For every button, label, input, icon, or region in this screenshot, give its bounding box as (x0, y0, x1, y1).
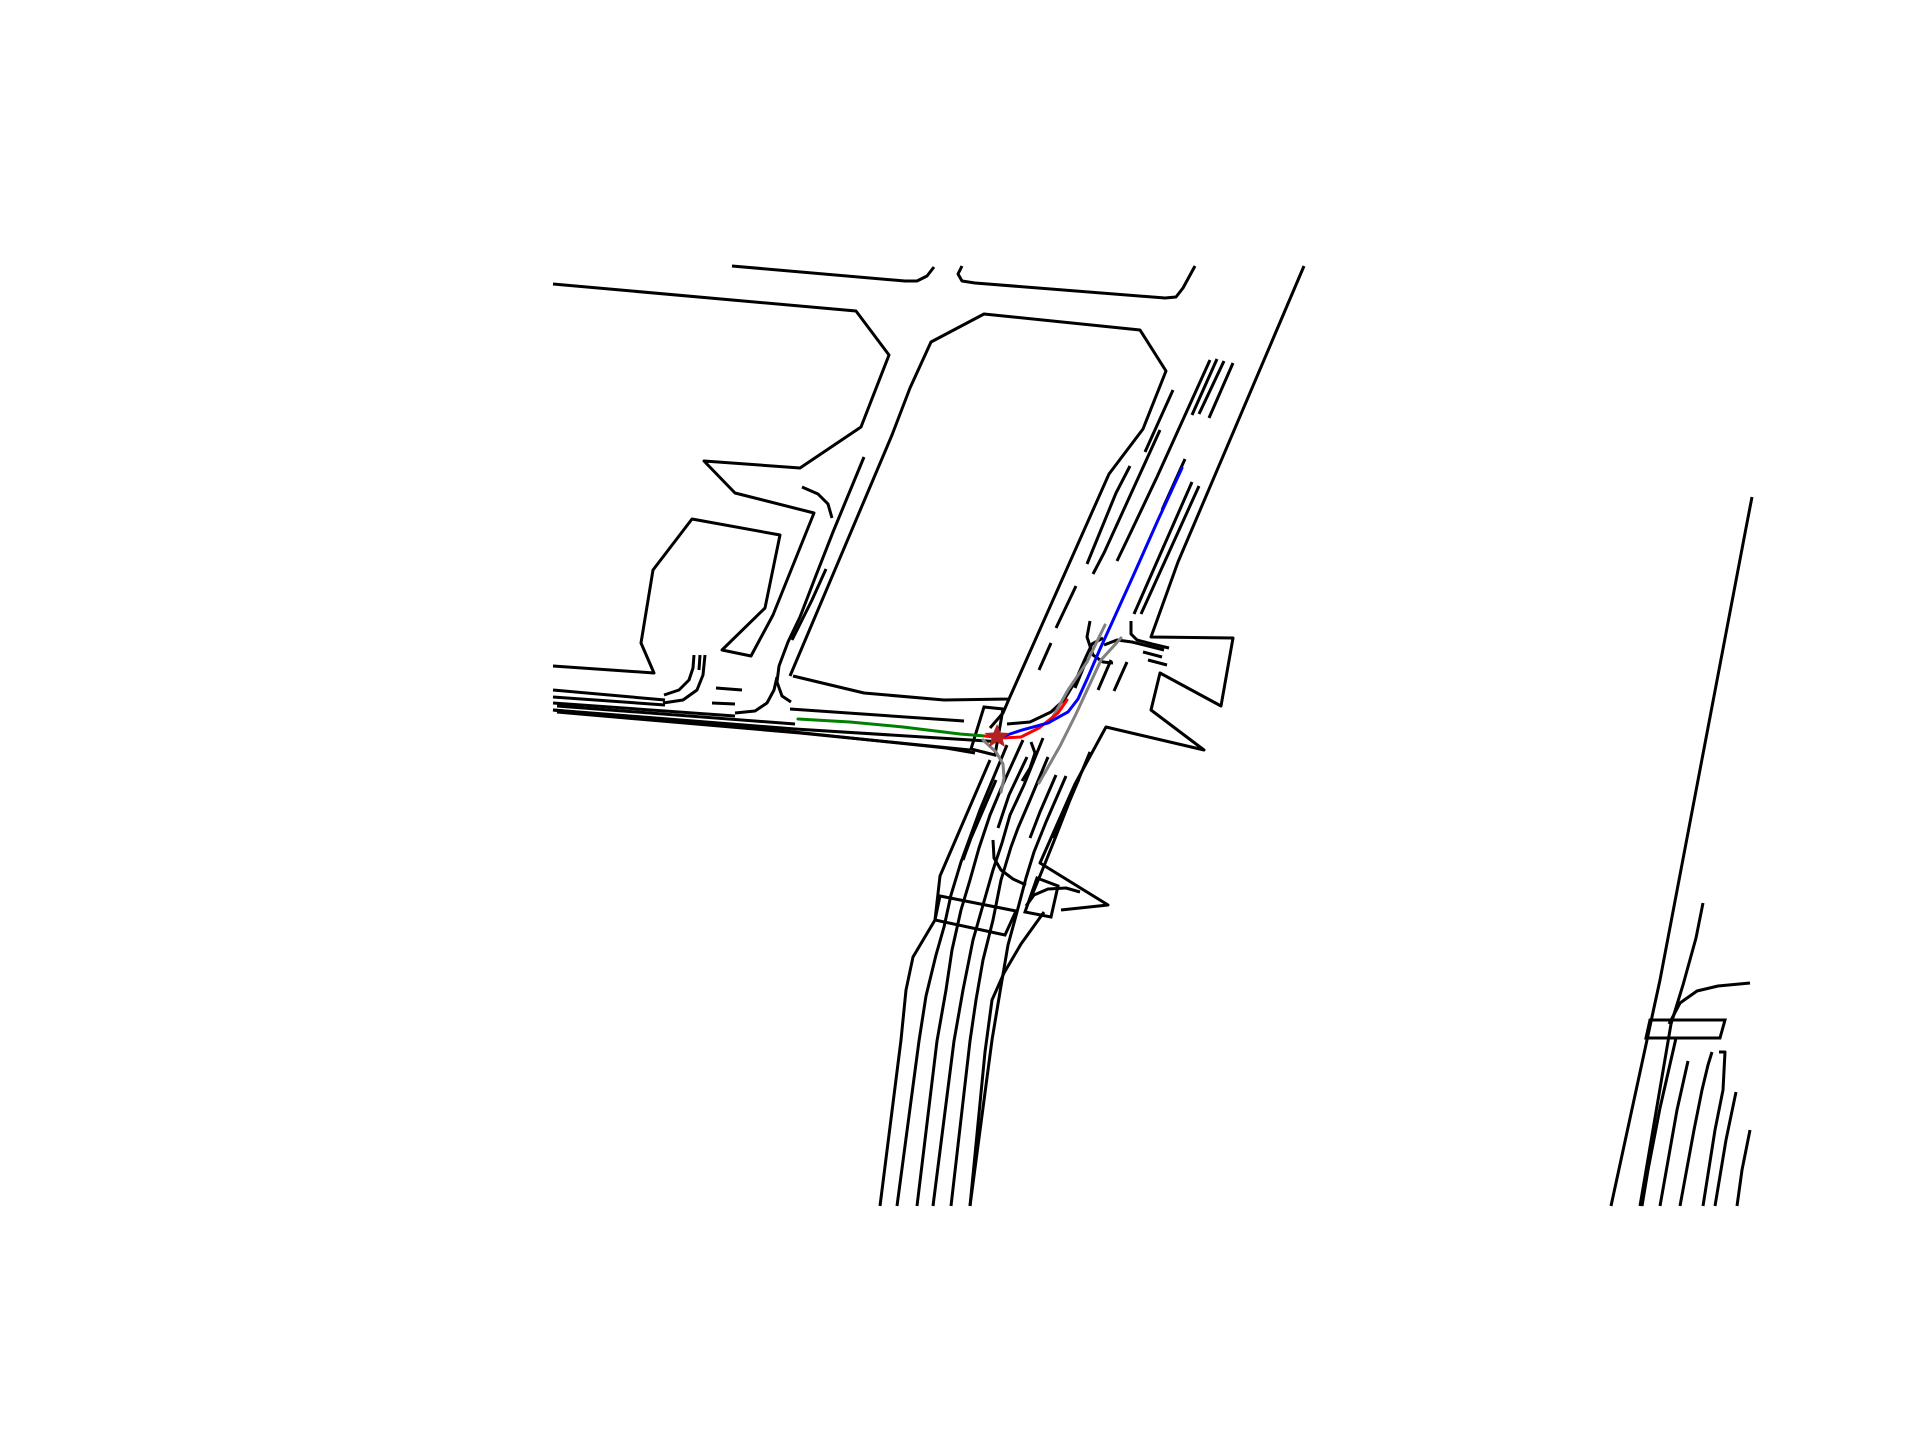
road-boundary (731, 264, 936, 283)
candidate-path (1037, 636, 1123, 785)
history-path (796, 717, 987, 738)
road-boundary (552, 688, 666, 702)
road-boundary (556, 704, 796, 726)
road-boundary (949, 756, 1050, 1207)
road-boundary (1085, 620, 1114, 665)
road-boundary (878, 759, 992, 1207)
lane-line (1143, 389, 1175, 453)
east-road-fragment (1609, 496, 1754, 1207)
candidate-path (981, 738, 1006, 794)
road-boundary (1020, 741, 1037, 782)
road-boundary (1640, 1037, 1678, 1207)
planned-path (1002, 466, 1184, 738)
lane-line (1139, 485, 1201, 615)
lane-line (1147, 658, 1168, 667)
lane-line (790, 568, 828, 641)
road-boundary (1609, 496, 1754, 1207)
road-boundary (1129, 621, 1170, 650)
lane-line (1142, 650, 1163, 659)
lane-line (1091, 429, 1162, 575)
road-boundary (552, 695, 666, 707)
lane-line (715, 686, 743, 692)
lane-line (1658, 1060, 1690, 1207)
lane-line (1638, 902, 1705, 1207)
star-icon (984, 724, 1010, 747)
road-boundary (931, 737, 1045, 1207)
lane-line (1054, 585, 1078, 629)
lane-line (1028, 774, 1058, 839)
road-boundary (1038, 265, 1306, 912)
road-boundary (895, 744, 1009, 1207)
lane-line (1096, 659, 1113, 691)
road-boundary (734, 676, 779, 715)
crosswalk (1023, 876, 1060, 919)
road-boundary (775, 456, 866, 704)
road-boundary (1701, 1050, 1727, 1207)
lane-line (1115, 359, 1212, 562)
lane-line (789, 707, 965, 723)
road-boundary (1678, 1051, 1714, 1207)
lane-line (711, 701, 736, 706)
road-boundary (663, 654, 696, 697)
lane-line (697, 654, 702, 671)
candidate-path (1048, 623, 1107, 724)
road-boundary (1735, 1129, 1752, 1207)
road-boundary (1024, 886, 1081, 907)
road-boundary (552, 282, 891, 675)
lane-line (1112, 661, 1129, 692)
road-boundary (1667, 981, 1751, 1025)
road-boundary (788, 312, 1168, 702)
lane-line (1190, 358, 1219, 416)
lane-line (1037, 642, 1053, 671)
lane-line (1132, 481, 1194, 615)
road-boundary (1006, 636, 1104, 726)
lane-line (1713, 1091, 1738, 1207)
lane-line (801, 485, 834, 519)
lane-line (1085, 465, 1132, 565)
road-boundary (991, 839, 1027, 887)
road-boundary (956, 265, 1197, 300)
road-boundary (1103, 638, 1165, 652)
road-boundary (915, 739, 1025, 1207)
road-boundary (556, 710, 971, 752)
lane-line (996, 756, 1029, 829)
lane-line (1207, 362, 1235, 419)
road-boundary (968, 911, 1046, 1207)
crosswalk (1644, 1018, 1727, 1040)
crosswalk (933, 894, 1019, 937)
road-boundary (662, 654, 707, 705)
road-boundary (552, 701, 736, 718)
road-network (552, 264, 1306, 1207)
planning-overlays (796, 466, 1184, 794)
lane-line (1197, 360, 1226, 415)
